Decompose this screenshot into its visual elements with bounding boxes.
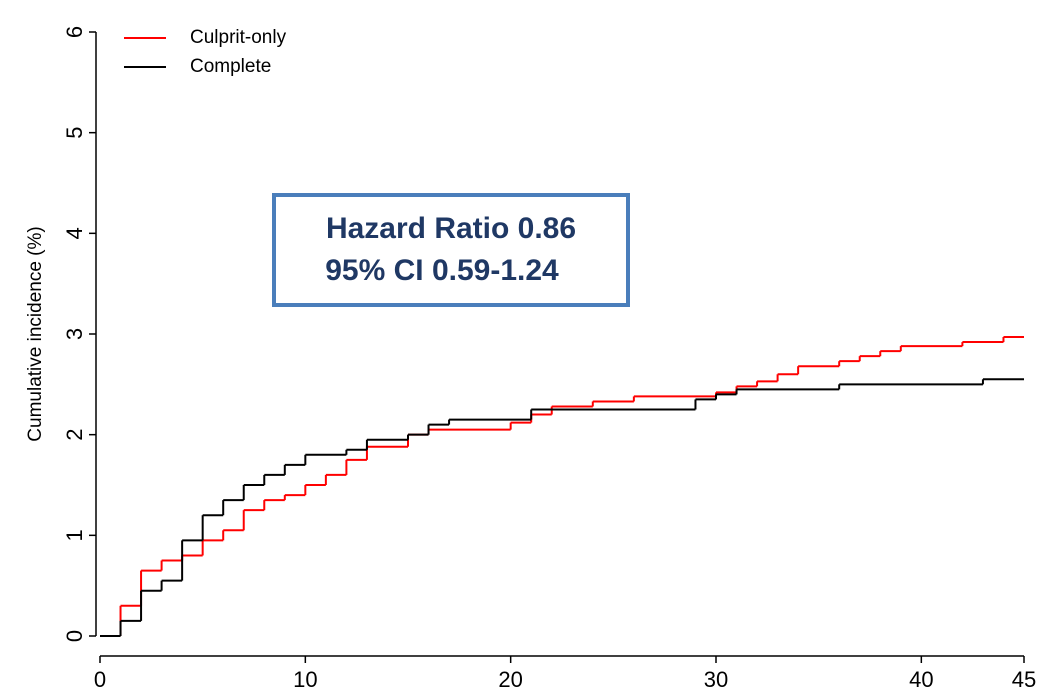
annotation-line: Hazard Ratio 0.86	[326, 212, 576, 245]
y-tick-label: 3	[62, 328, 87, 340]
x-tick-label: 45	[1012, 667, 1036, 692]
legend-label: Culprit-only	[190, 27, 287, 48]
legend-label: Complete	[190, 56, 271, 77]
x-tick-label: 20	[498, 667, 522, 692]
y-tick-label: 1	[62, 529, 87, 541]
x-tick-label: 30	[704, 667, 728, 692]
y-tick-label: 6	[62, 26, 87, 38]
y-tick-label: 2	[62, 429, 87, 441]
y-tick-label: 0	[62, 630, 87, 642]
annotation-line: 95% CI 0.59-1.24	[325, 254, 559, 287]
y-tick-label: 5	[62, 127, 87, 139]
x-tick-label: 40	[909, 667, 933, 692]
annotation-box	[272, 193, 630, 307]
x-tick-label: 10	[293, 667, 317, 692]
y-tick-label: 4	[62, 227, 87, 239]
y-axis-label: Cumulative incidence (%)	[25, 226, 46, 441]
x-tick-label: 0	[94, 667, 106, 692]
